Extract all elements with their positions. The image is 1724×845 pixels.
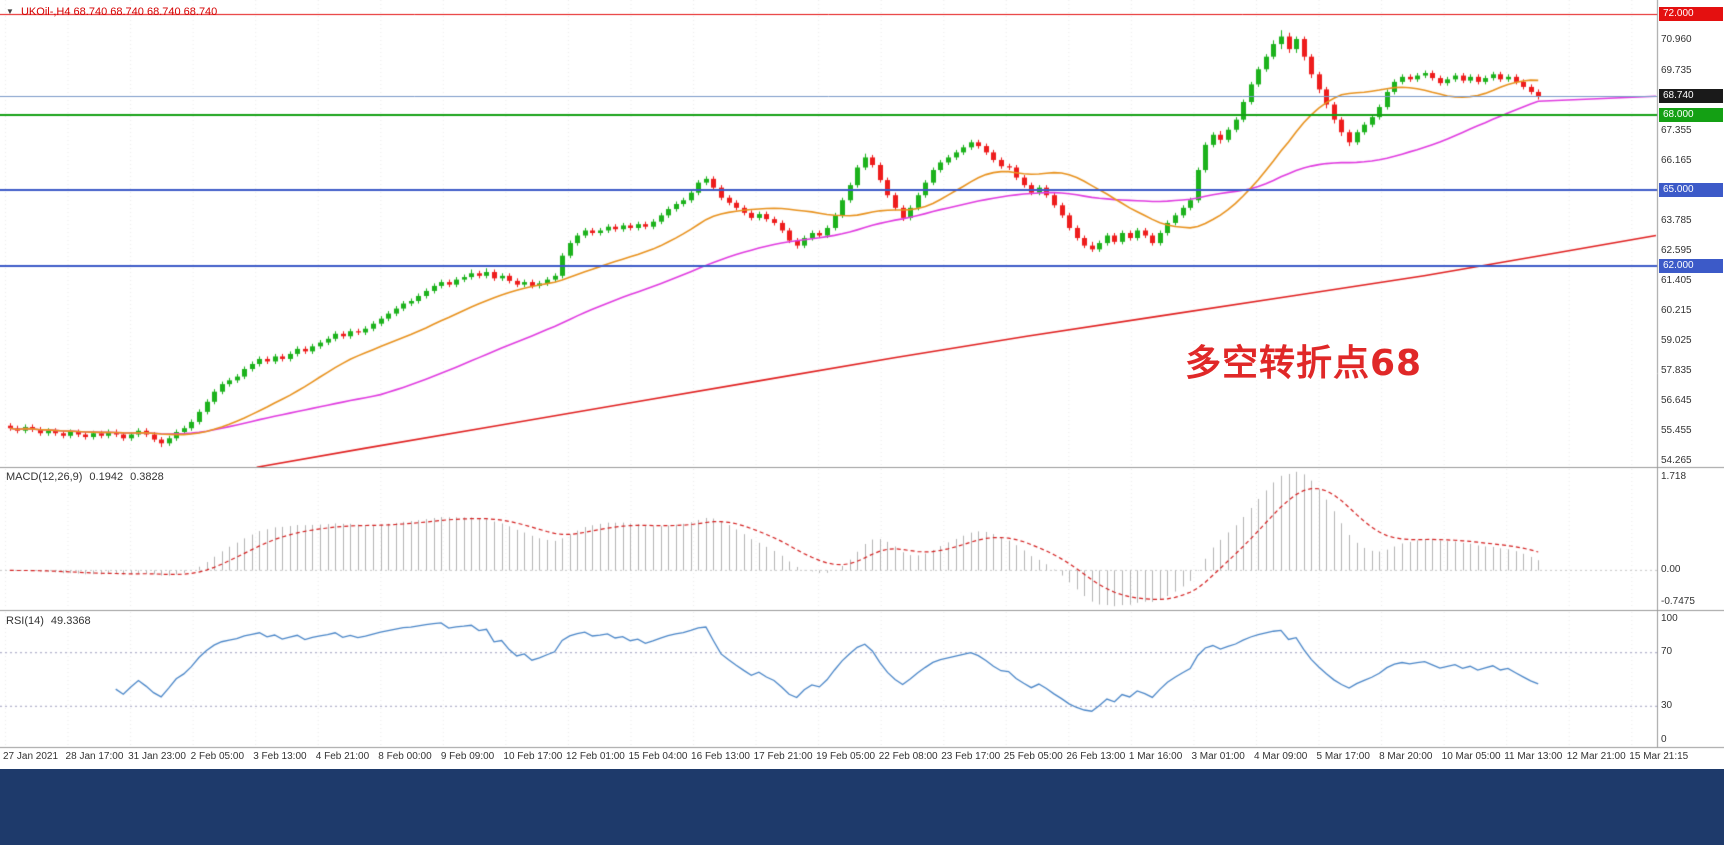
price-badge: 68.740: [1659, 88, 1723, 103]
price-axis-label: 54.265: [1661, 454, 1692, 466]
price-axis-label: 57.835: [1661, 364, 1692, 376]
time-axis-label: 10 Mar 05:00: [1441, 751, 1501, 762]
price-chart-canvas[interactable]: [0, 0, 1724, 768]
price-axis-label: 62.595: [1661, 244, 1692, 256]
price-axis-label: 66.165: [1661, 154, 1692, 166]
rsi-label: RSI(14): [6, 615, 44, 627]
chevron-down-icon[interactable]: ▼: [6, 7, 14, 16]
symbol-ohlc-text: UKOil-,H4 68.740 68.740 68.740 68.740: [20, 6, 218, 18]
price-axis-label: 56.645: [1661, 394, 1692, 406]
time-axis[interactable]: 27 Jan 2021 28 Jan 17:00 31 Jan 23:00 2 Feb…: [0, 0, 1724, 768]
price-badge: 68.000: [1659, 107, 1723, 122]
time-axis-label: 3 Mar 01:00: [1191, 751, 1245, 762]
rsi-caption: RSI(14) 49.3368: [6, 615, 98, 627]
time-axis-label: 8 Feb 00:00: [378, 751, 432, 762]
price-badge: 65.000: [1659, 183, 1723, 198]
rsi-axis-label: 30: [1661, 699, 1673, 711]
time-axis-label: 11 Mar 13:00: [1504, 751, 1563, 762]
rsi-axis-label: 100: [1661, 613, 1678, 624]
time-axis-label: 1 Mar 16:00: [1128, 751, 1183, 762]
time-axis-label: 15 Mar 21:15: [1629, 751, 1689, 762]
time-axis-label: 27 Jan 2021: [3, 751, 59, 762]
symbol-ohlc-line: ▼ UKOil-,H4 68.740 68.740 68.740 68.740: [6, 6, 217, 18]
macd-axis-label: -0.7475: [1661, 596, 1695, 607]
price-axis-label: 63.785: [1661, 214, 1692, 226]
price-axis-label: 61.405: [1661, 274, 1692, 286]
price-axis-label: 70.960: [1661, 34, 1692, 46]
rsi-axis-label: 0: [1661, 734, 1667, 745]
time-axis-label: 23 Feb 17:00: [941, 751, 1001, 762]
macd-axis-label: 0.00: [1661, 564, 1681, 576]
chart-text-annotation[interactable]: 多空转折点68: [1185, 343, 1423, 384]
time-axis-label: 17 Feb 21:00: [753, 751, 813, 762]
time-axis-label: 10 Feb 17:00: [503, 751, 563, 762]
time-axis-label: 8 Mar 20:00: [1379, 751, 1433, 762]
time-axis-label: 2 Feb 05:00: [190, 751, 245, 762]
price-axis-label: 55.455: [1661, 424, 1692, 436]
macd-signal-value: 0.3828: [130, 471, 164, 483]
time-axis-label: 26 Feb 13:00: [1066, 751, 1126, 762]
time-axis-label: 4 Feb 21:00: [315, 751, 370, 762]
price-axis-label: 67.355: [1661, 124, 1692, 136]
macd-label: MACD(12,26,9): [6, 471, 83, 483]
time-axis-label: 16 Feb 13:00: [691, 751, 750, 762]
time-axis-label: 31 Jan 23:00: [128, 751, 186, 762]
price-axis[interactable]: 70.960 69.735 67.355 66.165 63.785 62.595 61.4…: [0, 0, 1724, 768]
time-axis-label: 28 Jan 17:00: [65, 751, 124, 762]
time-axis-label: 12 Mar 21:00: [1566, 751, 1626, 762]
price-axis-label: 69.735: [1661, 64, 1692, 76]
time-axis-label: 4 Mar 09:00: [1254, 751, 1308, 762]
price-axis-label: 59.025: [1661, 334, 1692, 346]
price-badge: 62.000: [1659, 258, 1723, 273]
price-axis-label: 60.215: [1661, 304, 1692, 316]
window-bottom-bar: [0, 769, 1724, 845]
time-axis-label: 22 Feb 08:00: [878, 751, 938, 762]
macd-caption: MACD(12,26,9) 0.1942 0.3828: [6, 471, 171, 483]
time-axis-label: 25 Feb 05:00: [1003, 751, 1063, 762]
time-axis-label: 15 Feb 04:00: [628, 751, 688, 762]
indicator-axes: 1.718 0.00 -0.7475 100 70 30 0: [1661, 471, 1695, 745]
rsi-value: 49.3368: [50, 615, 91, 627]
macd-main-value: 0.1942: [89, 471, 124, 483]
time-axis-label: 9 Feb 09:00: [440, 751, 495, 762]
time-axis-label: 3 Feb 13:00: [253, 751, 307, 762]
time-axis-label: 12 Feb 01:00: [565, 751, 625, 762]
rsi-axis-label: 70: [1661, 646, 1673, 658]
macd-axis-label: 1.718: [1661, 471, 1687, 482]
time-axis-label: 5 Mar 17:00: [1316, 751, 1370, 762]
time-axis-label: 19 Feb 05:00: [816, 751, 876, 762]
price-badge: 72.000: [1659, 6, 1723, 21]
